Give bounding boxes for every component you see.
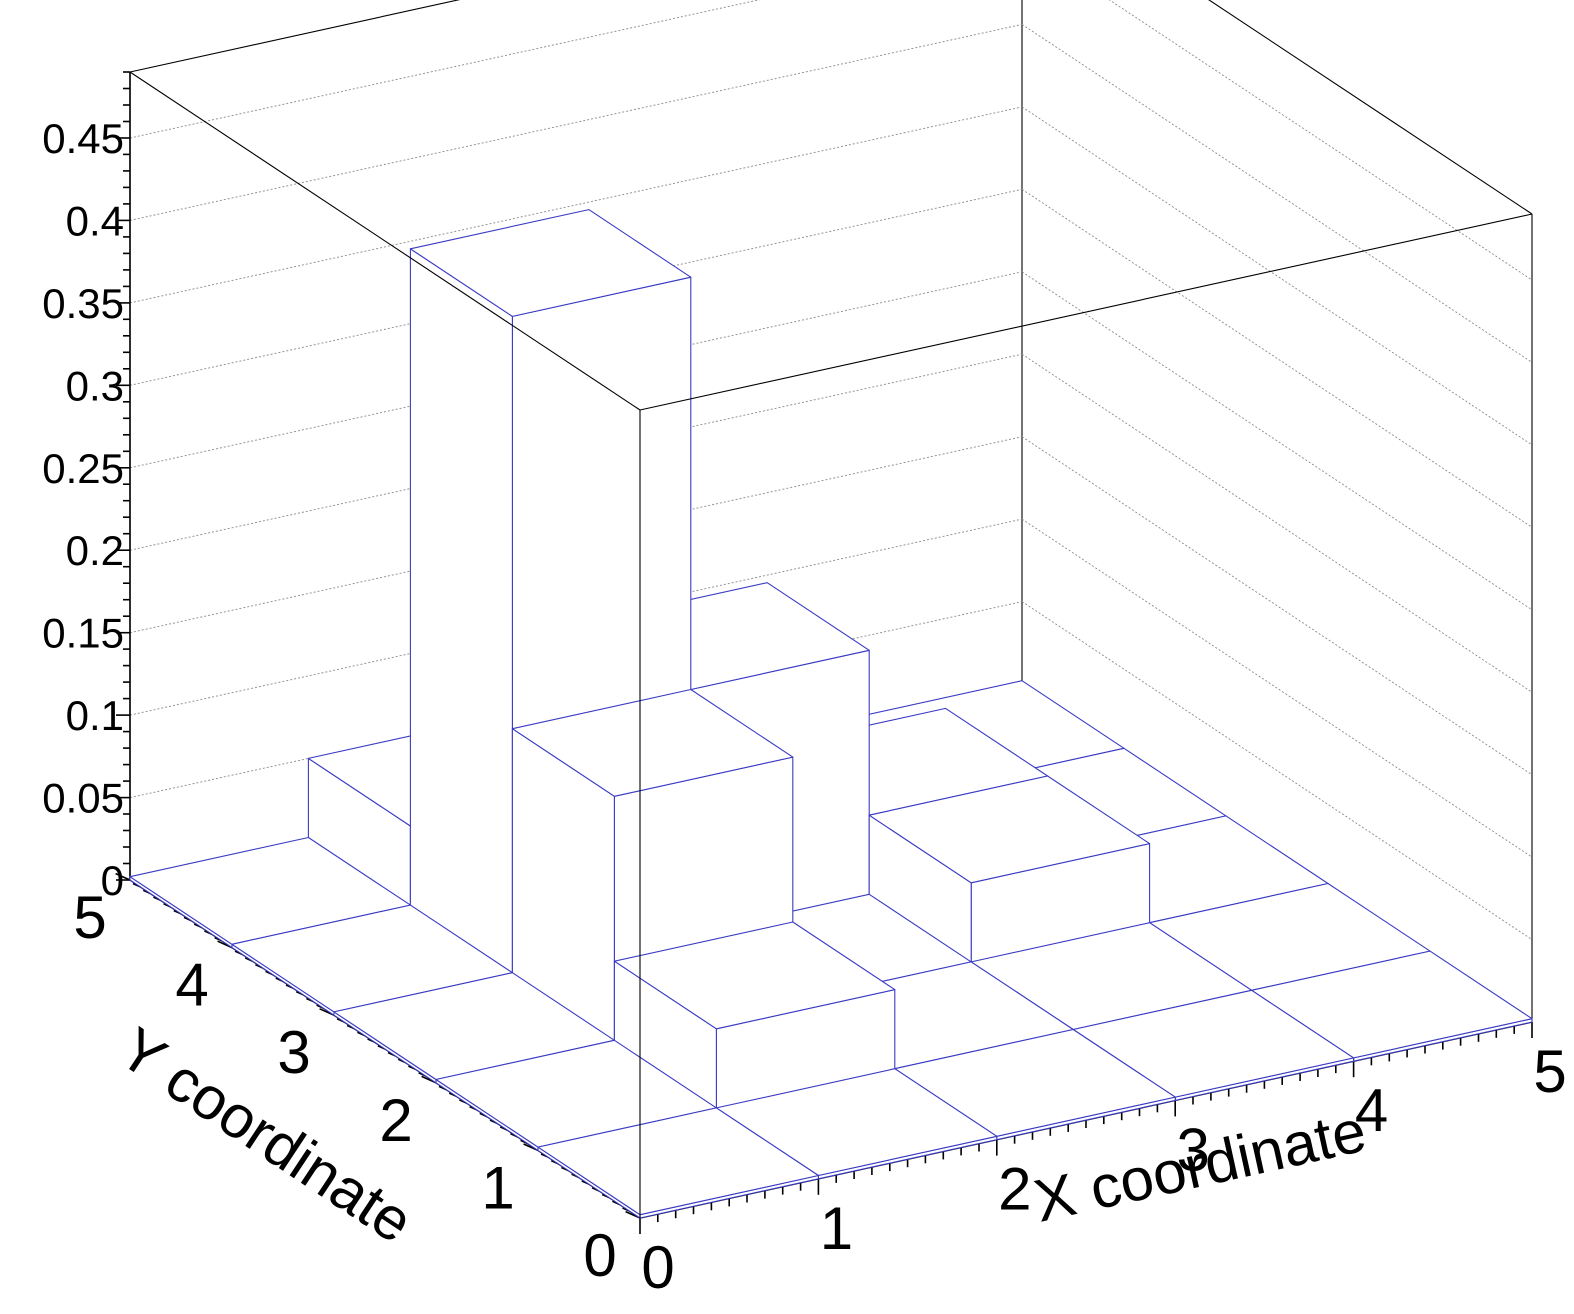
grid-line-back-right-6	[1021, 188, 1533, 528]
bar-x1-y3-top-face	[409, 209, 692, 317]
grid-line-back-right-4	[1021, 353, 1533, 693]
grid-line-back-left-7	[129, 106, 1023, 304]
y-tick-label: 0	[583, 1222, 616, 1289]
grid-line-back-right-7	[1021, 106, 1533, 446]
back-top-edge-left	[129, 0, 461, 73]
z-tick-label: 0.3	[66, 362, 124, 409]
y-tick-label: 1	[481, 1154, 514, 1221]
z-tick-label: 0.25	[42, 445, 124, 492]
grid-line-back-right-1	[1021, 601, 1533, 940]
z-tick-label: 0.05	[42, 775, 124, 822]
front-top-edge-right	[639, 213, 1533, 411]
bar-x1-y1-top-face	[613, 921, 896, 1030]
grid-line-back-left-9	[129, 0, 761, 139]
x-tick-label: 0	[641, 1234, 674, 1301]
front-top-edge-left	[129, 71, 641, 411]
grid-line-back-right-5	[1021, 271, 1533, 611]
x-tick-label: 2	[998, 1156, 1031, 1223]
grid-line-back-left-8	[129, 23, 1023, 221]
y-axis-title: Y coordinate	[108, 1015, 425, 1256]
front-frame	[129, 71, 1533, 1218]
bar-x1-y2	[511, 688, 794, 1045]
z-tick-label: 0.35	[42, 280, 124, 327]
x-tick-label: 3	[1177, 1116, 1210, 1183]
x-tick-label: 1	[820, 1195, 853, 1262]
bar-x3-y2-top-face	[868, 775, 1151, 884]
z-tick-label: 0.1	[66, 692, 124, 739]
y-tick-label: 3	[277, 1019, 310, 1086]
z-tick-label: 0.2	[66, 527, 124, 574]
grid-line-back-right-2	[1021, 518, 1533, 858]
grid-line-back-right-9	[1108, 0, 1533, 281]
back-top-edge-right	[1208, 0, 1533, 215]
z-tick-label: 0	[101, 857, 124, 904]
z-tick-label: 0.4	[66, 197, 124, 244]
y-tick-label: 2	[379, 1087, 412, 1154]
y-major-tick	[115, 872, 131, 881]
bar-x0-y0-top-face	[537, 1107, 819, 1216]
x-tick-label: 4	[1355, 1077, 1388, 1144]
y-tick-label: 4	[175, 952, 208, 1019]
z-tick-label: 0.15	[42, 610, 124, 657]
bar-x0-y0	[537, 1107, 819, 1219]
x-tick-label: 5	[1533, 1038, 1566, 1105]
bars	[129, 209, 1533, 1219]
bar-x1-y2-top-face	[511, 688, 794, 797]
bar-x1-y3-left-face	[409, 248, 513, 977]
z-tick-label: 0.45	[42, 115, 124, 162]
grid-line-back-right-8	[1021, 24, 1533, 363]
grid-line-back-right-3	[1021, 436, 1533, 776]
y-tick-label: 5	[73, 884, 106, 951]
